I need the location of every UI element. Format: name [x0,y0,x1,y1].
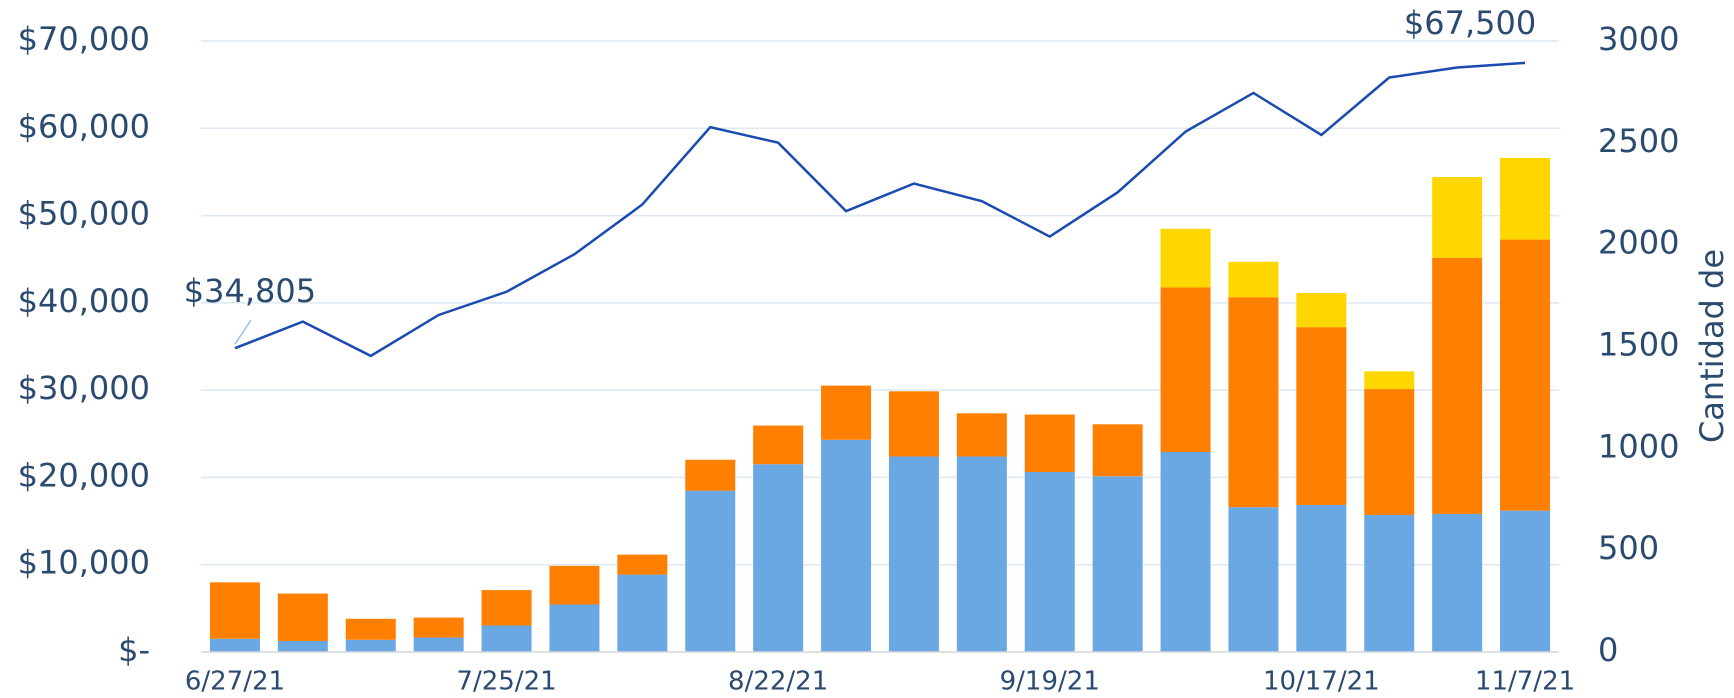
bar-segment [1364,371,1415,390]
bar-segment [685,490,736,652]
bar-segment [345,639,396,652]
bar-segment [753,425,804,465]
bar-segment [1092,424,1143,477]
x-tick-label: 8/22/21 [728,667,828,697]
bar-segment [1160,228,1211,288]
bar-segment [413,637,464,652]
x-tick-label: 11/7/21 [1475,667,1575,697]
bar-segment [1228,507,1279,652]
bar-segment [1296,504,1347,652]
y-tick-label: $60,000 [18,107,150,145]
value-label: $34,805 [184,272,316,310]
bar-segment [549,565,600,605]
bar-segment [617,574,668,652]
bar-segment [685,459,736,491]
bar-segment [956,413,1007,457]
bar-segment [481,625,532,652]
value-label: $67,500 [1404,4,1536,42]
x-tick-label: 9/19/21 [1000,667,1100,697]
y2-tick-label: 3000 [1598,20,1679,58]
y-tick-label: $50,000 [18,195,150,233]
bar-segment [413,617,464,638]
bar-segment [209,638,260,652]
bar-segment [1432,177,1483,258]
bar-segment [209,582,260,639]
x-tick-label: 6/27/21 [185,667,285,697]
bar-segment [1024,414,1075,472]
y2-tick-label: 1000 [1598,427,1679,465]
bar-segment [481,590,532,626]
bar-segment [1432,257,1483,514]
y-tick-label: $- [118,631,150,669]
bar-segment [753,464,804,652]
bar-segment [1160,287,1211,452]
y-tick-label: $40,000 [18,282,150,320]
y2-tick-label: 0 [1598,631,1618,669]
bar-segment [1228,297,1279,508]
bar-segment [1228,261,1279,298]
bar-segment [1160,451,1211,652]
bar-segment [1296,327,1347,505]
y2-tick-label: 1500 [1598,326,1679,364]
bar-segment [1500,157,1551,240]
bar-segment [956,456,1007,652]
bar-segment [821,385,872,440]
leader-line [234,319,252,345]
bar-segment [1296,292,1347,328]
y2-tick-label: 500 [1598,529,1659,567]
bar-segment [345,618,396,640]
x-tick-label: 7/25/21 [456,667,556,697]
bar-segment [277,641,328,652]
bar-segment [1364,389,1415,515]
x-tick-label: 10/17/21 [1263,667,1380,697]
bar-segment [617,554,668,575]
bar-segment [1500,510,1551,652]
y2-tick-label: 2500 [1598,122,1679,160]
bar-segment [821,439,872,652]
y-tick-label: $30,000 [18,369,150,407]
bar-segment [1364,514,1415,652]
y-tick-label: $20,000 [18,456,150,494]
bar-segment [1432,513,1483,652]
bar-segment [888,391,939,457]
y2-tick-label: 2000 [1598,224,1679,262]
bar-segment [1092,476,1143,652]
y2-axis-label: Cantidad de [1693,249,1731,443]
bar-segment [549,604,600,652]
bar-segment [888,456,939,652]
bar-segment [1500,239,1551,511]
bar-segment [277,593,328,642]
line [234,61,1526,358]
y-tick-label: $70,000 [18,20,150,58]
bar-segment [1024,471,1075,652]
y-tick-label: $10,000 [18,544,150,582]
